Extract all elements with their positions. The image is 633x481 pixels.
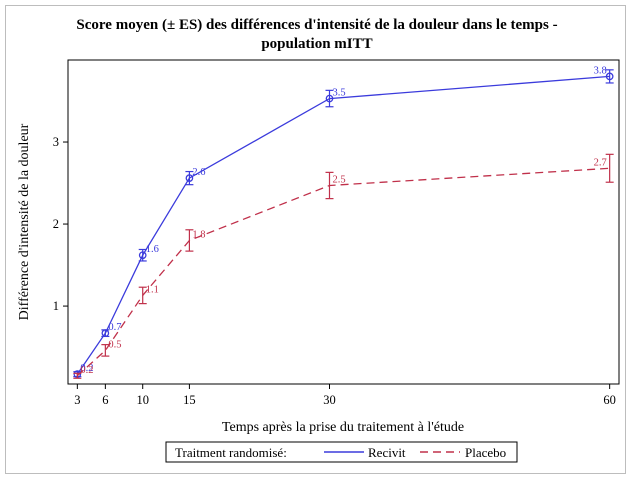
x-tick-label: 30 bbox=[323, 393, 336, 407]
data-label-recivit: 0.2 bbox=[80, 363, 93, 374]
data-label-recivit: 1.6 bbox=[146, 244, 159, 255]
error-bar-placebo bbox=[73, 372, 82, 379]
data-point-recivit bbox=[185, 174, 194, 182]
x-tick-label: 10 bbox=[136, 393, 149, 407]
data-label-placebo: 1.1 bbox=[146, 284, 159, 295]
data-point-recivit bbox=[605, 72, 614, 81]
error-bar-recivit bbox=[185, 170, 194, 186]
data-point-recivit bbox=[101, 329, 110, 337]
error-bar-placebo bbox=[605, 153, 614, 183]
data-label-recivit: 3.8 bbox=[594, 65, 607, 76]
legend: Traitment randomisé: Recivit Placebo bbox=[165, 441, 518, 463]
series-line-recivit bbox=[76, 75, 610, 375]
x-tick-label: 15 bbox=[183, 393, 196, 407]
y-axis: 1 2 3 bbox=[53, 135, 68, 313]
x-tick-label: 3 bbox=[74, 393, 80, 407]
series-recivit: 0.2 0.7 1.6 2.6 3.5 3.8 bbox=[73, 65, 614, 379]
legend-label-placebo: Placebo bbox=[465, 445, 506, 460]
x-axis: 3 6 10 15 30 60 bbox=[74, 384, 616, 407]
y-tick-label: 2 bbox=[53, 217, 59, 231]
error-bar-placebo bbox=[138, 286, 147, 305]
data-label-placebo: 0.2 bbox=[80, 365, 93, 376]
chart-frame: Score moyen (± ES) des différences d'int… bbox=[5, 5, 626, 474]
data-label-placebo: 2.5 bbox=[332, 174, 345, 185]
plot-area bbox=[67, 59, 620, 385]
series-placebo: 0.2 0.5 1.1 1.8 2.5 2.7 bbox=[73, 153, 614, 379]
chart-title-line-2: population mITT bbox=[261, 36, 372, 52]
legend-title: Traitment randomisé: bbox=[175, 445, 287, 460]
x-tick-label: 6 bbox=[102, 393, 108, 407]
data-point-recivit bbox=[138, 251, 147, 260]
error-bar-recivit bbox=[605, 69, 614, 84]
chart-svg: Score moyen (± ES) des différences d'int… bbox=[17, 17, 620, 463]
chart-title-line-1: Score moyen (± ES) des différences d'int… bbox=[76, 17, 557, 33]
data-label-placebo: 0.5 bbox=[108, 339, 121, 350]
y-tick-label: 3 bbox=[53, 135, 59, 149]
series-layer: 0.20.71.62.63.53.80.20.51.11.82.52.7 bbox=[73, 65, 614, 379]
x-axis-title: Temps après la prise du traitement à l'é… bbox=[222, 420, 464, 435]
error-bar-placebo bbox=[325, 171, 334, 200]
error-bar-recivit bbox=[325, 89, 334, 108]
data-point-recivit bbox=[325, 94, 334, 103]
data-label-placebo: 1.8 bbox=[192, 229, 205, 240]
y-axis-title: Différence d'intensité de la douleur bbox=[17, 123, 32, 320]
y-tick-label: 1 bbox=[53, 299, 59, 313]
data-label-recivit: 2.6 bbox=[192, 167, 205, 178]
data-label-placebo: 2.7 bbox=[594, 157, 607, 168]
error-bar-placebo bbox=[185, 229, 194, 252]
legend-label-recivit: Recivit bbox=[368, 445, 406, 460]
data-label-recivit: 0.7 bbox=[108, 322, 121, 333]
data-label-recivit: 3.5 bbox=[332, 88, 345, 99]
error-bar-placebo bbox=[101, 344, 110, 357]
series-line-placebo bbox=[76, 167, 610, 377]
x-tick-label: 60 bbox=[603, 393, 616, 407]
